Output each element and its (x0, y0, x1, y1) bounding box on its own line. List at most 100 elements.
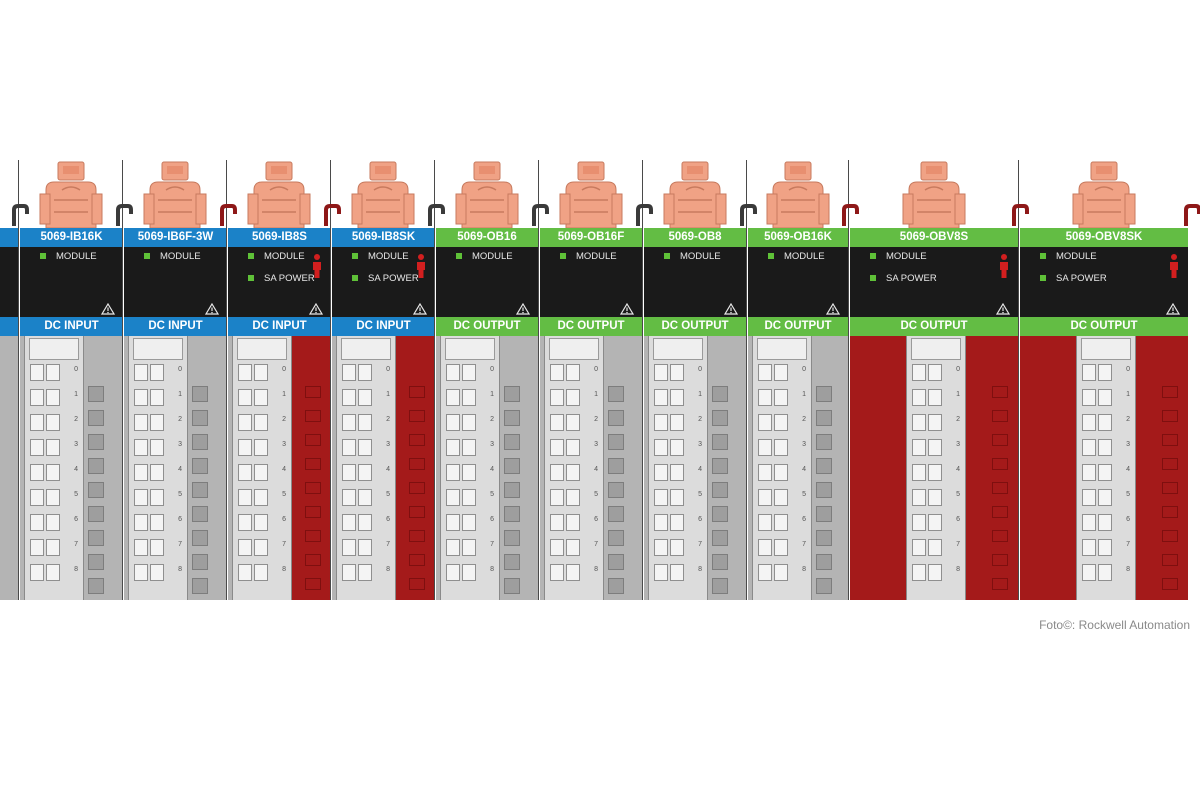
module-type-label: DC INPUT (124, 317, 227, 336)
terminal-screw (1098, 364, 1112, 381)
terminal-screw (342, 364, 356, 381)
terminal-screw (550, 439, 564, 456)
terminal-screw (134, 439, 148, 456)
terminal-number: 8 (594, 566, 598, 573)
terminal-number: 1 (178, 391, 182, 398)
terminal-row: 8 (652, 562, 704, 582)
housing-grip (88, 410, 104, 426)
terminal-screw (654, 414, 668, 431)
housing-grip (816, 506, 832, 522)
terminal-block-top (133, 338, 183, 360)
safety-person-icon (1000, 254, 1008, 278)
terminal-screw (550, 564, 564, 581)
terminal-row: 0 (132, 362, 184, 382)
terminal-screw (462, 439, 476, 456)
terminal-row: 4 (444, 462, 496, 482)
terminal-screw (928, 439, 942, 456)
module-part-number: 5069-IB8S (228, 228, 331, 247)
terminal-number: 7 (178, 541, 182, 548)
terminal-screw (1098, 514, 1112, 531)
terminal-row: 6 (1080, 512, 1132, 532)
terminal-row: 2 (132, 412, 184, 432)
terminal-screw (566, 364, 580, 381)
terminal-number: 2 (698, 416, 702, 423)
status-led-row: MODULE (248, 249, 305, 263)
latch-hook (532, 204, 549, 226)
warning-triangle-icon (996, 303, 1010, 315)
terminal-row: 5 (444, 487, 496, 507)
terminal-screw (1098, 489, 1112, 506)
terminal-screw (238, 564, 252, 581)
terminal-row: 0 (236, 362, 288, 382)
terminal-row: 7 (132, 537, 184, 557)
latch-hook (636, 204, 653, 226)
terminal-screw (774, 489, 788, 506)
housing-grip (305, 434, 321, 446)
terminal-number: 1 (74, 391, 78, 398)
terminal-row: 8 (340, 562, 392, 582)
io-module-rack: 5069-IB16K MODULE DC INPUT 0 1 2 3 4 5 6 7 8 5069-IB… (0, 160, 1200, 600)
housing-grip (1162, 554, 1178, 566)
terminal-screw (358, 464, 372, 481)
housing-grip (816, 434, 832, 450)
housing-grip (409, 482, 425, 494)
status-led-icon (870, 253, 876, 259)
terminal-number: 5 (594, 491, 598, 498)
terminal-number: 3 (802, 441, 806, 448)
terminal-row: 5 (28, 487, 80, 507)
terminal-row: 5 (756, 487, 808, 507)
terminal-number: 1 (386, 391, 390, 398)
housing-grip (992, 482, 1008, 494)
terminal-number: 4 (594, 466, 598, 473)
warning-triangle-icon (1166, 303, 1180, 315)
terminal-screw (446, 489, 460, 506)
terminal-row: 1 (28, 387, 80, 407)
status-led-label: SA POWER (886, 272, 937, 284)
terminal-screw (462, 414, 476, 431)
terminal-number: 4 (956, 466, 960, 473)
terminal-screw (134, 539, 148, 556)
housing-grip (992, 554, 1008, 566)
housing-grip (992, 506, 1008, 518)
terminal-row: 5 (340, 487, 392, 507)
terminal-row: 8 (236, 562, 288, 582)
terminal-screw (566, 564, 580, 581)
terminal-number: 1 (282, 391, 286, 398)
latch-hook (428, 204, 445, 226)
housing-grip (712, 554, 728, 570)
module-type-label: DC OUTPUT (436, 317, 538, 336)
terminal-screw (254, 564, 268, 581)
terminal-number: 2 (386, 416, 390, 423)
housing-grip (192, 554, 208, 570)
terminal-screw (358, 414, 372, 431)
terminal-screw (446, 514, 460, 531)
terminal-number: 6 (698, 516, 702, 523)
terminal-row: 7 (652, 537, 704, 557)
terminal-number: 0 (594, 366, 598, 373)
housing-grip (88, 554, 104, 570)
terminal-number: 4 (802, 466, 806, 473)
module-body: 0 1 2 3 4 5 6 7 8 (20, 336, 123, 600)
housing-grip (608, 482, 624, 498)
housing-grip (608, 530, 624, 546)
terminal-screw (342, 389, 356, 406)
terminal-row: 7 (548, 537, 600, 557)
terminal-number: 1 (594, 391, 598, 398)
terminal-screw (670, 514, 684, 531)
terminal-screw (550, 514, 564, 531)
connector-plug-icon (247, 161, 311, 228)
terminal-row: 5 (548, 487, 600, 507)
terminal-screw (150, 439, 164, 456)
terminal-row: 8 (132, 562, 184, 582)
terminal-screw (566, 539, 580, 556)
terminal-screw (758, 414, 772, 431)
terminal-rows: 0 1 2 3 4 5 6 7 8 (649, 362, 707, 600)
terminal-screw (928, 539, 942, 556)
housing-grip (504, 578, 520, 594)
terminal-rows: 0 1 2 3 4 5 6 7 8 (25, 362, 83, 600)
status-panel: MODULE (124, 247, 227, 317)
terminal-screw (550, 464, 564, 481)
module-body: 0 1 2 3 4 5 6 7 8 (436, 336, 538, 600)
terminal-screw (30, 364, 44, 381)
terminal-screw (150, 539, 164, 556)
